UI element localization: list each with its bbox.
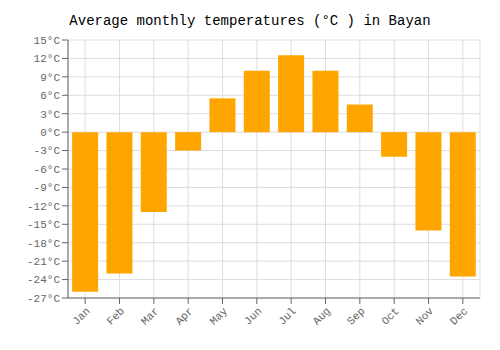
svg-text:Feb: Feb [105,305,127,327]
svg-text:-3°C: -3°C [34,145,61,157]
svg-text:9°C: 9°C [40,72,60,84]
svg-text:3°C: 3°C [40,109,60,121]
svg-text:Dec: Dec [448,305,470,327]
svg-text:Aug: Aug [311,305,333,327]
svg-text:0°C: 0°C [40,127,60,139]
svg-text:Oct: Oct [379,305,401,327]
svg-text:-21°C: -21°C [27,256,60,268]
svg-text:15°C: 15°C [34,35,61,47]
html-text:Average monthly temperatures (: Average monthly temperatures (°C ) in Ba… [69,13,431,29]
svg-text:Jul: Jul [276,305,298,327]
svg-text:-24°C: -24°C [27,274,60,286]
svg-text:Mar: Mar [139,305,161,327]
svg-text:Apr: Apr [173,305,195,327]
svg-text:-12°C: -12°C [27,201,60,213]
svg-text:-9°C: -9°C [34,182,61,194]
svg-text:May: May [208,305,231,328]
svg-text:6°C: 6°C [40,90,60,102]
svg-text:Jun: Jun [242,305,264,327]
svg-text:Sep: Sep [345,305,367,327]
svg-text:-15°C: -15°C [27,219,60,231]
svg-text:-6°C: -6°C [34,164,61,176]
svg-text:Jan: Jan [70,305,92,327]
svg-text:12°C: 12°C [34,53,61,65]
svg-text:-18°C: -18°C [27,238,60,250]
svg-text:Nov: Nov [414,305,437,328]
svg-text:-27°C: -27°C [27,293,60,305]
